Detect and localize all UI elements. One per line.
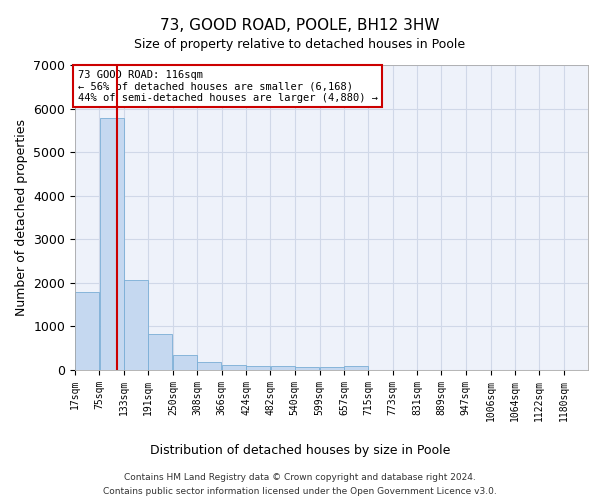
Text: 73, GOOD ROAD, POOLE, BH12 3HW: 73, GOOD ROAD, POOLE, BH12 3HW [160, 18, 440, 33]
Text: Distribution of detached houses by size in Poole: Distribution of detached houses by size … [150, 444, 450, 457]
Bar [320, 367, 344, 370]
Bar [246, 366, 270, 370]
Y-axis label: Number of detached properties: Number of detached properties [15, 119, 28, 316]
Bar [222, 365, 246, 370]
Text: 73 GOOD ROAD: 116sqm
← 56% of detached houses are smaller (6,168)
44% of semi-de: 73 GOOD ROAD: 116sqm ← 56% of detached h… [77, 70, 377, 103]
Text: Contains public sector information licensed under the Open Government Licence v3: Contains public sector information licen… [103, 487, 497, 496]
Text: Contains HM Land Registry data © Crown copyright and database right 2024.: Contains HM Land Registry data © Crown c… [124, 473, 476, 482]
Text: Size of property relative to detached houses in Poole: Size of property relative to detached ho… [134, 38, 466, 51]
Bar [124, 280, 148, 370]
Bar [75, 292, 99, 370]
Bar [271, 366, 295, 370]
Bar [173, 355, 197, 370]
Bar [148, 334, 172, 370]
Bar [100, 118, 124, 370]
Bar [295, 366, 319, 370]
Bar [344, 366, 368, 370]
Bar [197, 362, 221, 370]
